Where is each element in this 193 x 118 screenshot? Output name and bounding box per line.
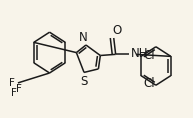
Text: F: F — [16, 84, 22, 94]
Text: Cl: Cl — [143, 77, 155, 90]
Text: NH: NH — [131, 47, 148, 60]
Text: F: F — [11, 88, 17, 98]
Text: O: O — [112, 24, 121, 37]
Text: S: S — [80, 75, 88, 88]
Text: Cl: Cl — [143, 49, 155, 62]
Text: N: N — [79, 31, 88, 44]
Text: F: F — [9, 78, 15, 88]
